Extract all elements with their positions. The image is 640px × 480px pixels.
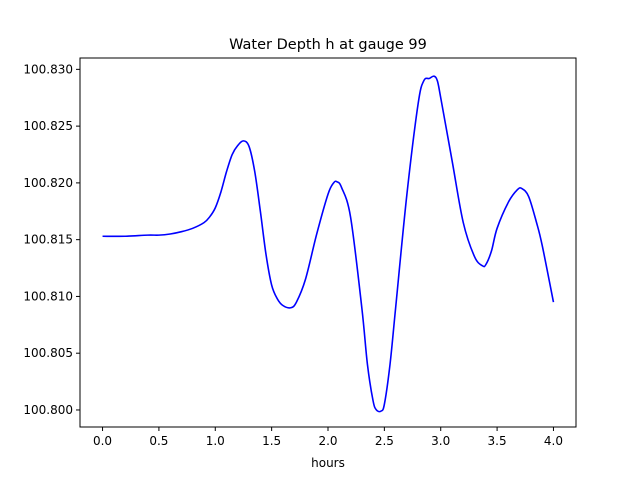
y-tick-label: 100.805: [23, 346, 73, 360]
y-tick-label: 100.815: [23, 233, 73, 247]
y-tick-label: 100.825: [23, 119, 73, 133]
x-tick-label: 2.5: [375, 434, 394, 448]
y-axis: 100.800 100.805 100.810 100.815 100.820 100.8…: [23, 62, 80, 417]
chart-title: Water Depth h at gauge 99: [229, 37, 427, 53]
x-tick-label: 1.0: [206, 434, 225, 448]
x-tick-label: 2.0: [318, 434, 337, 448]
y-tick-label: 100.800: [23, 403, 73, 417]
y-tick-label: 100.810: [23, 289, 73, 303]
x-tick-label: 0.0: [93, 434, 112, 448]
x-tick-label: 3.0: [431, 434, 450, 448]
plot-area: [102, 75, 555, 413]
y-tick-label: 100.820: [23, 176, 73, 190]
series-line-0: [102, 75, 555, 413]
x-tick-label: 1.5: [262, 434, 281, 448]
y-tick-label: 100.830: [23, 62, 73, 76]
x-tick-label: 0.5: [149, 434, 168, 448]
x-tick-label: 4.0: [544, 434, 563, 448]
x-axis: 0.0 0.5 1.0 1.5 2.0 2.5 3.0 3.5 4.0: [93, 427, 563, 448]
plot-frame: [79, 57, 577, 428]
x-axis-label: hours: [311, 456, 345, 470]
x-tick-label: 3.5: [488, 434, 507, 448]
